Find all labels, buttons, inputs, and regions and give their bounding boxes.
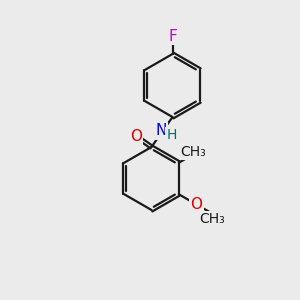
Text: O: O [130,129,142,144]
Text: O: O [190,197,202,212]
Text: CH₃: CH₃ [181,145,206,159]
Text: H: H [166,128,177,142]
Text: F: F [168,29,177,44]
Text: N: N [155,123,166,138]
Text: CH₃: CH₃ [200,212,225,226]
